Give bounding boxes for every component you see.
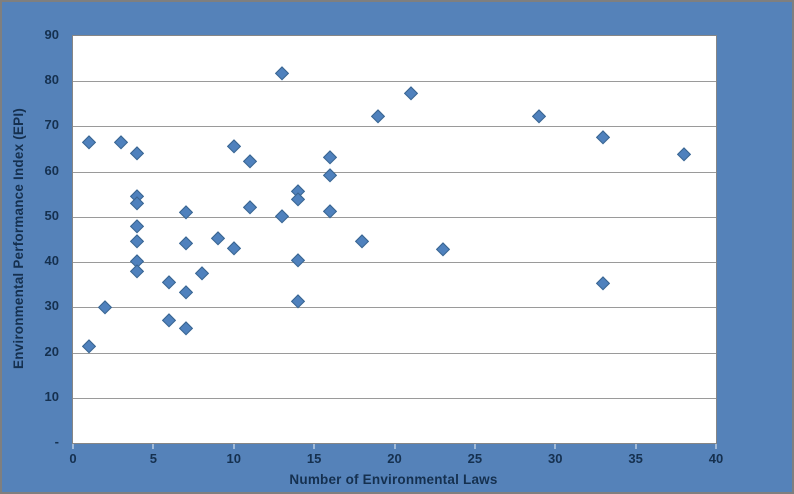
- x-tick-mark: [313, 444, 316, 449]
- data-point-marker: [291, 253, 305, 267]
- y-tick-label: 90: [44, 27, 59, 42]
- data-point-marker: [178, 235, 193, 250]
- gridline: [73, 171, 716, 173]
- gridline: [73, 81, 716, 83]
- data-point-marker: [243, 200, 257, 215]
- gridline: [73, 216, 716, 218]
- data-point-marker: [677, 147, 691, 161]
- data-point-marker: [323, 168, 337, 182]
- gridline: [73, 352, 716, 354]
- x-tick-mark: [634, 444, 637, 449]
- data-point-marker: [162, 275, 177, 290]
- data-point-marker: [243, 154, 257, 168]
- data-point-marker: [227, 240, 241, 255]
- data-point-marker: [178, 321, 193, 335]
- x-tick-label: 5: [149, 451, 157, 466]
- data-point-marker: [291, 294, 305, 309]
- data-point-marker: [210, 230, 225, 245]
- x-tick-label: 10: [226, 451, 241, 466]
- x-tick-mark: [715, 444, 717, 449]
- gridline: [73, 126, 716, 128]
- data-point-marker: [130, 234, 145, 249]
- x-tick-label: 25: [467, 451, 483, 466]
- gridline: [73, 262, 716, 264]
- x-tick-mark: [72, 444, 74, 449]
- data-point-marker: [162, 312, 177, 327]
- y-tick-label: 60: [44, 162, 59, 178]
- data-point-marker: [596, 276, 611, 290]
- data-point-marker: [403, 85, 418, 100]
- x-tick-mark: [554, 444, 557, 449]
- data-point-marker: [130, 263, 145, 278]
- data-point-marker: [275, 66, 289, 80]
- data-point-marker: [178, 285, 193, 299]
- x-tick-mark: [232, 444, 235, 449]
- x-tick-label: 20: [387, 451, 402, 466]
- y-tick-label: 50: [44, 207, 59, 223]
- y-tick-label: 20: [44, 343, 59, 359]
- x-tick-mark: [473, 444, 476, 449]
- data-point-marker: [532, 108, 546, 123]
- y-tick-label: 70: [44, 117, 59, 133]
- y-axis-title-text: Environmental Performance Index (EPI): [10, 108, 26, 369]
- data-point-marker: [355, 234, 370, 248]
- x-tick-label: 40: [708, 451, 724, 466]
- data-point-marker: [130, 145, 145, 160]
- y-axis-title: Environmental Performance Index (EPI): [4, 35, 32, 442]
- data-point-marker: [436, 241, 450, 256]
- data-point-marker: [114, 135, 128, 149]
- y-tick-label: 30: [44, 298, 59, 314]
- data-point-marker: [291, 192, 305, 206]
- gridline: [73, 397, 716, 399]
- y-tick-label: 80: [44, 72, 59, 88]
- gridline: [73, 307, 716, 309]
- x-tick-label: 35: [628, 451, 643, 466]
- x-axis-title: Number of Environmental Laws: [289, 472, 498, 487]
- data-point-marker: [82, 135, 96, 149]
- plot-area: [72, 35, 717, 444]
- data-point-marker: [130, 219, 145, 233]
- y-tick-label: 10: [44, 388, 59, 404]
- x-tick-label: 30: [548, 451, 563, 466]
- data-point-marker: [194, 266, 209, 280]
- x-tick-label: 15: [306, 451, 322, 466]
- x-tick-label: 0: [69, 451, 77, 466]
- data-point-marker: [323, 150, 337, 164]
- data-point-marker: [98, 300, 112, 314]
- data-point-marker: [82, 339, 96, 353]
- data-point-marker: [371, 109, 386, 123]
- x-tick-mark: [393, 444, 396, 449]
- x-tick-mark: [152, 444, 155, 449]
- data-point-marker: [227, 139, 241, 153]
- y-tick-label: -: [54, 434, 59, 449]
- data-point-marker: [596, 130, 611, 145]
- y-tick-label: 40: [44, 253, 59, 269]
- data-point-marker: [275, 209, 289, 223]
